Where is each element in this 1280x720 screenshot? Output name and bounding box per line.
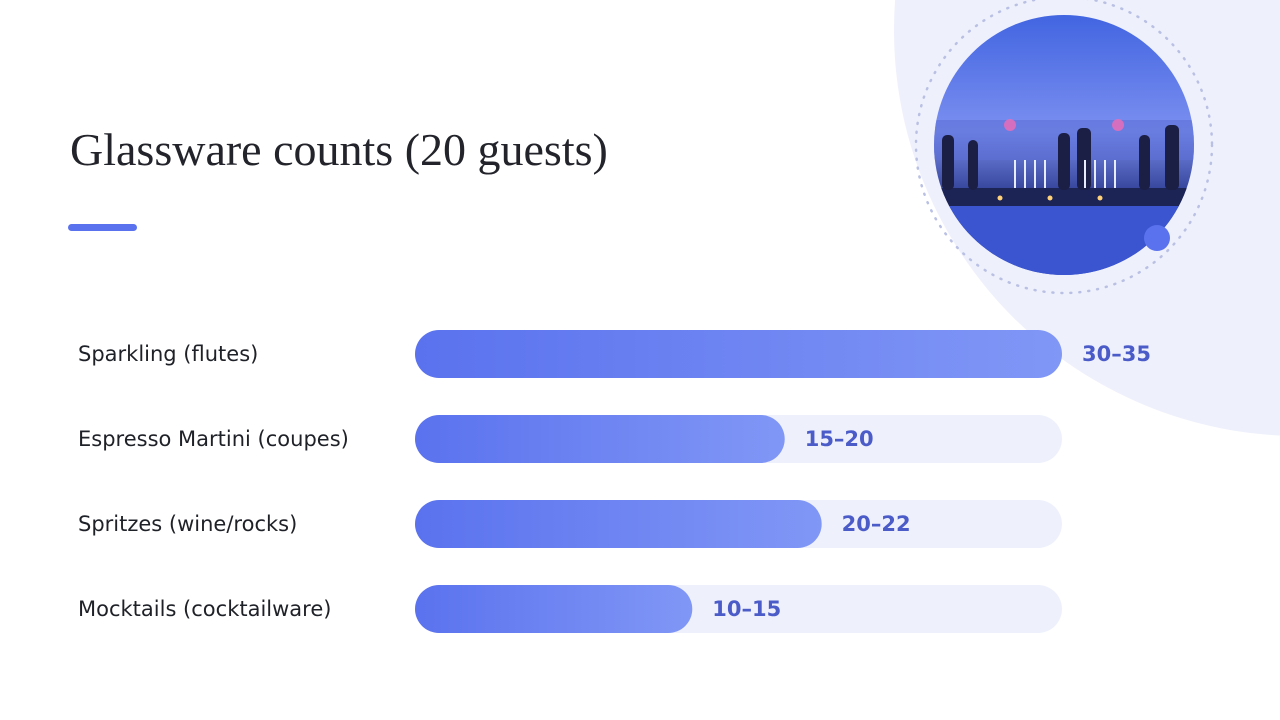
value-label: 30–35	[1082, 342, 1151, 366]
bar	[415, 415, 785, 463]
value-label: 15–20	[805, 427, 874, 451]
category-label: Mocktails (cocktailware)	[78, 597, 331, 621]
value-label: 20–22	[842, 512, 911, 536]
bar	[415, 330, 1062, 378]
plot: Sparkling (flutes) 30–35 Espresso Martini …	[78, 330, 1151, 633]
bar	[415, 585, 693, 633]
category-label: Espresso Martini (coupes)	[78, 427, 349, 451]
category-label: Spritzes (wine/rocks)	[78, 512, 297, 536]
category-label: Sparkling (flutes)	[78, 342, 258, 366]
dotted-ring	[914, 0, 1214, 295]
value-label: 10–15	[712, 597, 781, 621]
chart-title: Glassware counts (20 guests)	[70, 124, 608, 175]
accent-dot	[1144, 225, 1170, 251]
title-underline	[68, 224, 137, 231]
bar	[415, 500, 822, 548]
